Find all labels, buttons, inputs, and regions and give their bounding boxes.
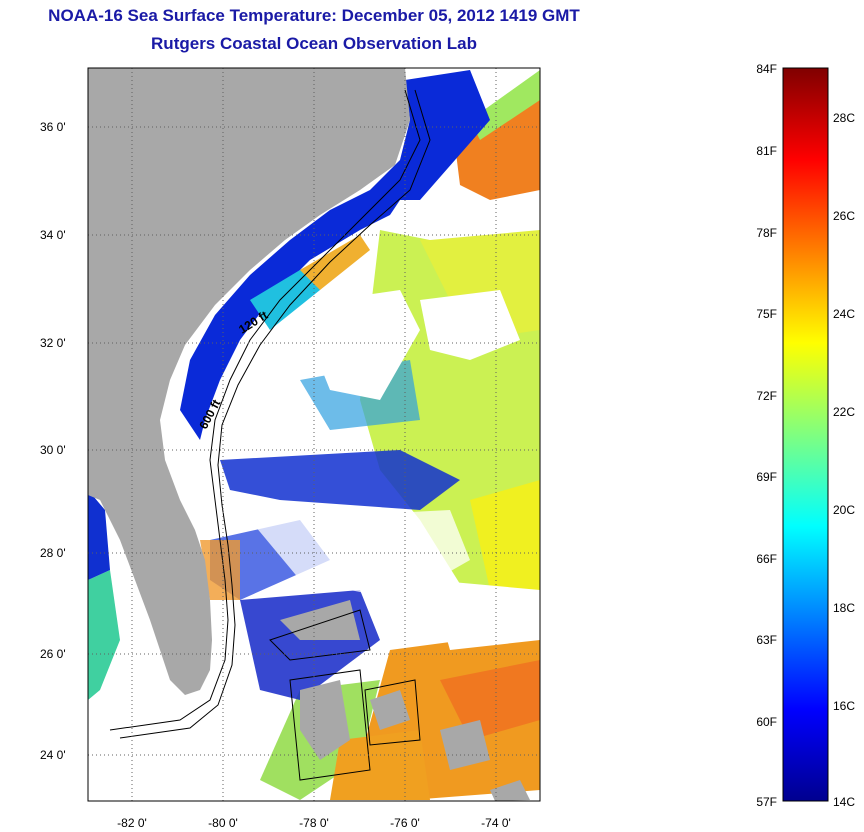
colorbar-c-label: 22C — [833, 405, 855, 419]
sst-patch-orange-coast — [300, 235, 370, 290]
graticule — [88, 68, 540, 801]
map-frame — [87, 67, 541, 802]
colorbar-f-label: 78F — [756, 226, 777, 240]
sst-cold-band — [180, 70, 490, 440]
bank-contour-1 — [269, 609, 371, 661]
land-cat-island — [440, 720, 490, 770]
colorbar-f-labels: 84F 81F 78F 75F 72F 69F 66F 63F 60F 57F — [756, 62, 777, 809]
lat-label: 34 0' — [40, 228, 66, 242]
map-subtitle: Rutgers Coastal Ocean Observation Lab — [151, 34, 477, 53]
colorbar-c-label: 26C — [833, 209, 855, 223]
colorbar-c-label: 28C — [833, 111, 855, 125]
colorbar-c-label: 18C — [833, 601, 855, 615]
lon-label: -82 0' — [117, 816, 147, 830]
lat-label: 24 0' — [40, 748, 66, 762]
bank-contour-2 — [289, 669, 371, 781]
land-andros — [300, 680, 350, 760]
sst-patch-orange2-se — [440, 660, 540, 740]
lon-label: -80 0' — [208, 816, 238, 830]
bank-contour-3 — [364, 679, 421, 746]
lat-axis: 36 0' 34 0' 32 0' 30 0' 28 0' 26 0' 24 0… — [40, 120, 66, 762]
colorbar-f-label: 60F — [756, 715, 777, 729]
colorbar-f-label: 69F — [756, 470, 777, 484]
lat-label: 30 0' — [40, 443, 66, 457]
colorbar-c-label: 20C — [833, 503, 855, 517]
colorbar-f-label: 63F — [756, 633, 777, 647]
land-south-islands — [490, 780, 530, 801]
lon-label: -78 0' — [299, 816, 329, 830]
colorbar-c-labels: 28C 26C 24C 22C 20C 18C 16C 14C — [833, 111, 855, 809]
colorbar-c-label: 16C — [833, 699, 855, 713]
colorbar-f-label: 72F — [756, 389, 777, 403]
colorbar-c-label: 24C — [833, 307, 855, 321]
sst-patch-orange-ne — [455, 95, 540, 200]
colorbar-f-label: 57F — [756, 795, 777, 809]
lat-label: 36 0' — [40, 120, 66, 134]
colorbar-f-label: 84F — [756, 62, 777, 76]
cloud-3 — [250, 510, 470, 600]
isobath-120ft — [109, 89, 421, 731]
colorbar-f-label: 81F — [756, 144, 777, 158]
lat-label: 32 0' — [40, 336, 66, 350]
sst-patch-yellowgreen — [420, 230, 540, 340]
colorbar-f-label: 75F — [756, 307, 777, 321]
cloud-1 — [310, 290, 420, 400]
lon-axis: -82 0' -80 0' -78 0' -76 0' -74 0' — [117, 816, 511, 830]
lon-label: -74 0' — [481, 816, 511, 830]
colorbar-c-label: 14C — [833, 795, 855, 809]
lat-label: 28 0' — [40, 546, 66, 560]
sst-streak-1 — [220, 450, 460, 510]
lon-label: -76 0' — [390, 816, 420, 830]
sst-patch-orange-fl — [200, 540, 240, 600]
sst-patch-orange-bahamas — [330, 730, 430, 800]
map-title: NOAA-16 Sea Surface Temperature: Decembe… — [48, 6, 580, 25]
lat-label: 26 0' — [40, 647, 66, 661]
cloud-5 — [380, 200, 540, 240]
land-us-coast — [88, 68, 410, 695]
land-eleuthera — [370, 690, 410, 730]
sst-gulf-blue — [88, 490, 110, 580]
cloud-4 — [430, 580, 540, 650]
sst-gulf-green — [88, 570, 120, 700]
colorbar — [782, 67, 829, 802]
colorbar-f-label: 66F — [756, 552, 777, 566]
isobath-600ft — [119, 89, 431, 739]
sst-patch-yellow — [470, 480, 540, 600]
